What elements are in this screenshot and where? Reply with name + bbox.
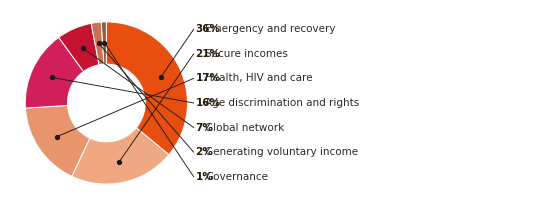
Wedge shape (25, 37, 83, 108)
Wedge shape (101, 22, 106, 64)
Text: 17%: 17% (195, 73, 221, 83)
Wedge shape (91, 22, 104, 65)
Text: Global network: Global network (206, 123, 285, 133)
Wedge shape (25, 105, 90, 176)
Wedge shape (72, 128, 169, 184)
Text: Secure incomes: Secure incomes (206, 49, 288, 59)
Text: 2%: 2% (195, 147, 213, 157)
Wedge shape (59, 23, 99, 71)
Text: 21%: 21% (195, 49, 221, 59)
Wedge shape (106, 22, 187, 155)
Text: 1%: 1% (195, 172, 213, 182)
Text: Age discrimination and rights: Age discrimination and rights (206, 98, 360, 108)
Text: Governance: Governance (206, 172, 268, 182)
Text: 16%: 16% (195, 98, 221, 108)
Text: Health, HIV and care: Health, HIV and care (206, 73, 313, 83)
Text: Emergency and recovery: Emergency and recovery (206, 24, 336, 34)
Text: 36%: 36% (195, 24, 221, 34)
Text: Generating voluntary income: Generating voluntary income (206, 147, 359, 157)
Text: 7%: 7% (195, 123, 213, 133)
